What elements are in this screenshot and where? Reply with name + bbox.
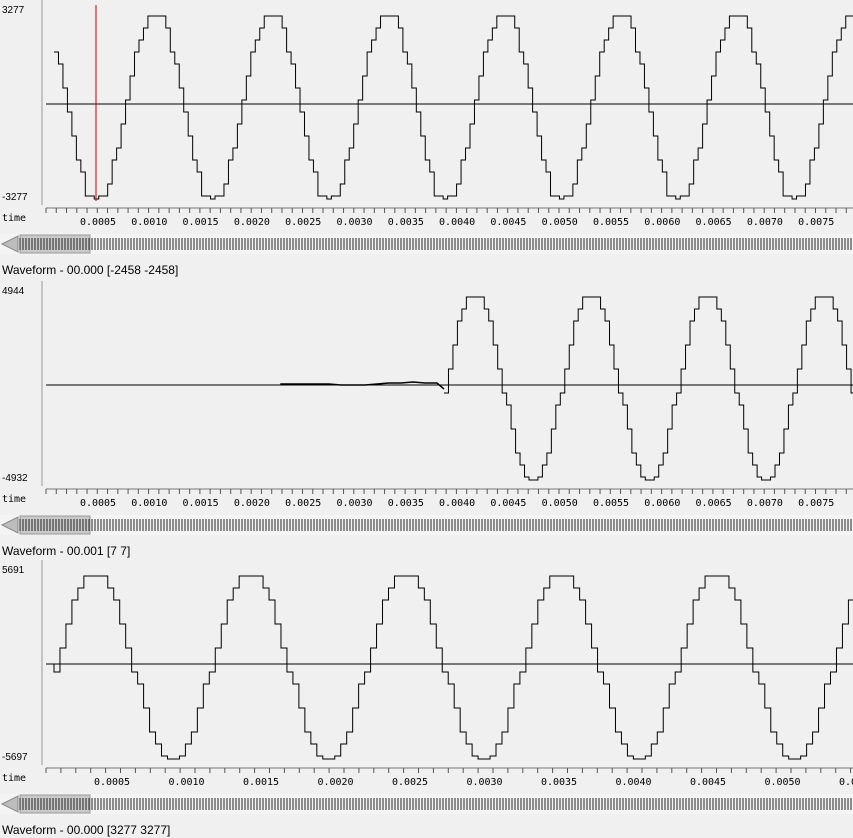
time-tick-label: 0.0010 [131, 217, 167, 228]
time-tick-label: 0.0025 [285, 217, 321, 228]
time-tick-label: 0.0040 [615, 777, 651, 788]
time-tick-label: 0.0015 [243, 777, 279, 788]
overview-scrollbar-2[interactable] [0, 515, 853, 535]
time-tick-label: 0.0005 [80, 498, 116, 509]
waveform-trace [53, 575, 853, 760]
time-axis-label-3: time [2, 773, 27, 784]
time-tick-label: 0.0020 [234, 217, 270, 228]
waveform-title-2: Waveform - 00.001 [7 7] [2, 544, 131, 558]
y-min-label-2: -4932 [2, 473, 28, 484]
time-tick-label: 0.0035 [541, 777, 577, 788]
scroll-track [0, 515, 853, 535]
time-tick-label: 0.0050 [764, 777, 800, 788]
time-tick-label: 0.0055 [593, 217, 629, 228]
time-tick-label: 0.0025 [285, 498, 321, 509]
time-tick-label: 0.0010 [131, 498, 167, 509]
time-tick-label: 0.0070 [747, 217, 783, 228]
time-tick-label: 0.0045 [690, 777, 726, 788]
scroll-left-arrow-icon [0, 795, 19, 813]
time-tick-label: 0.0020 [317, 777, 353, 788]
time-tick-label: 0.0020 [234, 498, 270, 509]
time-tick-label: 0.0035 [388, 217, 424, 228]
pre-signal-trace [280, 381, 445, 390]
time-axis-label-2: time [2, 494, 27, 505]
waveform-panel-1: 0.0005 0.0010 0.0015 0.0020 0.0025 0.0030 0.00… [0, 0, 853, 281]
scroll-left-arrow-icon [0, 235, 19, 253]
scroll-track [0, 794, 853, 814]
overview-waveform [19, 238, 852, 250]
y-max-label-1: 3277 [2, 5, 25, 16]
time-tick-label: 0.0055 [593, 498, 629, 509]
time-tick-label: 0.0045 [490, 217, 526, 228]
time-tick-label: 0.0035 [388, 498, 424, 509]
time-tick-label: 0.0050 [542, 498, 578, 509]
time-tick-label: 0.0025 [392, 777, 428, 788]
time-tick-label: 0.0070 [747, 498, 783, 509]
y-max-label-3: 5691 [2, 565, 25, 576]
time-tick-label: 0.0040 [439, 217, 475, 228]
waveform-plot-3[interactable]: 0.0005 0.0010 0.0015 0.0020 0.0025 0.0030 0.00… [0, 560, 853, 792]
y-min-label-1: -3277 [2, 192, 28, 203]
time-tick-label: 0.0010 [168, 777, 204, 788]
time-tick-label: 0.0005 [94, 777, 130, 788]
time-tick-label: 0.0065 [696, 217, 732, 228]
y-max-label-2: 4944 [2, 286, 25, 297]
time-tick-label: 0.0015 [183, 498, 219, 509]
time-tick-label: 0.0060 [644, 217, 680, 228]
overview-scrollbar-1[interactable] [0, 234, 853, 254]
overview-scrollbar-3[interactable] [0, 794, 853, 814]
time-tick-label: 0.0045 [490, 498, 526, 509]
time-tick-label: 0.0060 [644, 498, 680, 509]
time-axis-label-1: time [2, 213, 27, 224]
time-tick-label: 0.0030 [336, 498, 372, 509]
waveform-panel-2: 0.0005 0.0010 0.0015 0.0020 0.0025 0.0030 0.00… [0, 281, 853, 560]
time-tick-label: 0.0015 [183, 217, 219, 228]
waveform-title-1: Waveform - 00.000 [-2458 -2458] [2, 263, 179, 277]
scroll-track [0, 234, 853, 254]
waveform-trace [444, 296, 853, 481]
time-tick-label: 0.0030 [336, 217, 372, 228]
scroll-left-arrow-icon [0, 516, 19, 534]
waveform-title-3: Waveform - 00.000 [3277 3277] [2, 823, 171, 837]
time-tick-label: 0.0055 [839, 777, 853, 788]
time-tick-label: 0.0030 [466, 777, 502, 788]
time-tick-label: 0.0050 [542, 217, 578, 228]
waveform-panel-3: 0.0005 0.0010 0.0015 0.0020 0.0025 0.0030 0.00… [0, 560, 853, 838]
time-tick-label: 0.0065 [696, 498, 732, 509]
time-tick-label: 0.0005 [80, 217, 116, 228]
y-min-label-3: -5697 [2, 752, 28, 763]
waveform-plot-1[interactable]: 0.0005 0.0010 0.0015 0.0020 0.0025 0.0030 0.00… [0, 0, 853, 232]
waveform-plot-2[interactable]: 0.0005 0.0010 0.0015 0.0020 0.0025 0.0030 0.00… [0, 281, 853, 513]
overview-waveform [19, 519, 852, 531]
waveform-trace [54, 15, 853, 200]
time-tick-label: 0.0040 [439, 498, 475, 509]
time-tick-label: 0.0075 [798, 498, 834, 509]
time-tick-label: 0.0075 [798, 217, 834, 228]
overview-waveform [19, 798, 852, 810]
